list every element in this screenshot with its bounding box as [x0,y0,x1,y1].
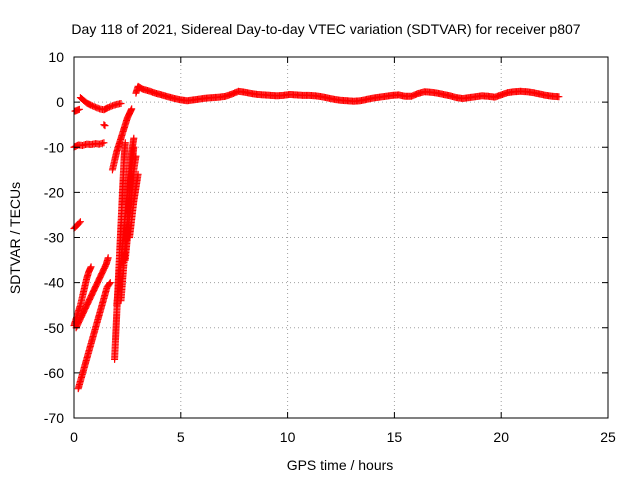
x-axis-label: GPS time / hours [287,457,394,473]
data-point [130,143,138,151]
x-tick-label: 10 [280,429,296,445]
data-points [70,82,563,393]
data-point [128,105,136,113]
y-tick-label: 10 [48,49,64,65]
data-point [555,93,563,101]
data-segment [100,121,109,130]
data-point [100,121,108,129]
data-point [75,105,83,113]
data-point [76,218,84,226]
data-point [106,279,114,287]
data-segment [108,105,136,174]
x-tick-label: 5 [177,429,185,445]
y-tick-label: -60 [44,365,64,381]
y-axis-label: SDTVAR / TECUs [7,182,23,294]
gridlines [74,57,608,418]
x-tick-label: 15 [387,429,403,445]
chart-title: Day 118 of 2021, Sidereal Day-to-day VTE… [71,21,580,37]
y-tick-label: -20 [44,184,64,200]
data-segment [132,82,563,105]
data-point [130,134,138,142]
x-tick-label: 20 [493,429,509,445]
y-tick-label: -10 [44,139,64,155]
data-point [106,280,114,288]
data-segment [71,105,83,115]
data-segment [74,279,114,393]
data-point [134,170,142,178]
y-tick-label: -70 [44,410,64,426]
data-point [100,139,108,147]
data-segment [70,218,84,232]
data-segment [76,94,125,114]
data-point [104,254,112,262]
y-tick-label: 0 [56,94,64,110]
data-segment [126,170,142,241]
data-point [75,219,83,227]
x-tick-label: 25 [600,429,616,445]
x-tick-label: 0 [70,429,78,445]
data-segment [72,254,112,332]
data-point [132,152,140,160]
data-point [117,99,125,107]
data-point [87,263,95,271]
data-point [101,122,109,130]
data-segment [70,139,108,151]
axis-ticks: -70 -60 -50 -40 -30 -20 -10 0 10 0 5 10 15 20 25 [44,49,616,445]
y-tick-label: -40 [44,275,64,291]
y-tick-label: -30 [44,230,64,246]
y-tick-label: -50 [44,320,64,336]
